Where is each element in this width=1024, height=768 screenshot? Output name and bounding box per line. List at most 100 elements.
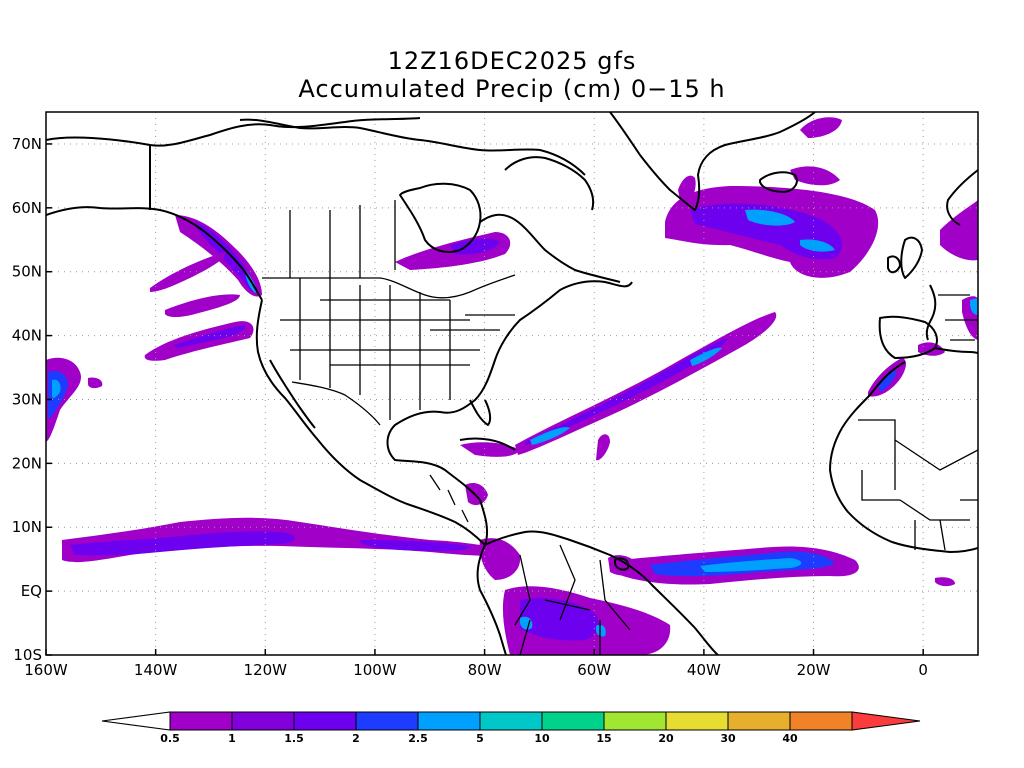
- colorbar-label: 30: [720, 732, 736, 745]
- central-america-borders: [429, 474, 469, 523]
- colorbar-label: 20: [658, 732, 674, 745]
- coast-scandinavia: [946, 169, 978, 226]
- colorbar-label: 1: [228, 732, 236, 745]
- map-subtitle: Accumulated Precip (cm) 0−15 h: [298, 75, 726, 103]
- state-lines: [280, 278, 515, 420]
- precip-quebec-core: [450, 238, 500, 255]
- colorbar-label: 40: [782, 732, 798, 745]
- colorbar-swatch: [355, 711, 419, 731]
- precip-arctic-north2: [790, 166, 840, 186]
- coast-africa-west: [829, 361, 978, 553]
- lon-tick-label: 120W: [244, 661, 288, 679]
- lat-tick-label: 60N: [12, 199, 42, 217]
- colorbar-label: 2.5: [408, 732, 428, 745]
- coast-alaska: [46, 117, 421, 147]
- precip-central-america: [465, 483, 488, 506]
- lon-tick-label: 0: [918, 661, 928, 679]
- coast-baja: [269, 359, 316, 429]
- coast-florida: [469, 399, 492, 426]
- colorbar-label: 10: [534, 732, 550, 745]
- lat-tick-label: EQ: [21, 582, 42, 600]
- precip-amazon-heavy2: [596, 624, 606, 637]
- colorbar: 0.5 1 1.5 2 2.5 5 10 15 20 30 40: [101, 711, 921, 745]
- colorbar-swatch: [417, 711, 481, 731]
- lon-tick-label: 160W: [24, 661, 68, 679]
- plot-frame: [45, 111, 979, 656]
- lat-tick-label: 40N: [12, 327, 42, 345]
- colorbar-swatch: [169, 711, 233, 731]
- coast-cuba: [459, 437, 516, 451]
- precip-atlantic-spot: [596, 434, 610, 461]
- coast-uk: [900, 236, 923, 279]
- us-mexico-border: [291, 381, 381, 426]
- precip-itcz-pacific-core: [70, 531, 295, 556]
- precip-alaska-coast-core: [195, 222, 254, 292]
- longitude-axis: 160W 140W 120W 100W 80W 60W 40W 20W 0: [24, 649, 928, 679]
- precip-atlantic-band-heavy2: [690, 347, 722, 366]
- canada-provinces: [289, 200, 396, 278]
- colorbar-swatch: [541, 711, 605, 731]
- colorbar-swatch: [727, 711, 791, 731]
- precip-morocco-core: [878, 370, 897, 392]
- precip-itcz-atlantic-heavy: [700, 558, 802, 572]
- coast-south-america-north: [484, 530, 719, 655]
- coast-iceland: [759, 171, 798, 193]
- coast-south-america-west: [476, 544, 507, 655]
- lon-tick-label: 100W: [353, 661, 397, 679]
- precip-colombia: [479, 538, 521, 580]
- coastlines: [46, 112, 978, 655]
- lat-tick-label: 30N: [12, 390, 42, 408]
- south-america-borders: [514, 544, 631, 655]
- colorbar-swatch: [789, 711, 853, 731]
- colorbar-swatch: [293, 711, 357, 731]
- coast-gulf: [386, 280, 633, 546]
- coast-us-west: [255, 299, 486, 546]
- lat-tick-label: 70N: [12, 135, 42, 153]
- africa-borders: [858, 419, 978, 551]
- precip-italy-core: [970, 298, 978, 315]
- precip-arctic-north: [800, 117, 842, 138]
- lat-tick-label: 50N: [12, 263, 42, 281]
- us-canada-border: [262, 274, 516, 299]
- precip-north-atlantic-heavy2: [800, 239, 835, 252]
- colorbar-label: 15: [596, 732, 611, 745]
- colorbar-swatch: [603, 711, 667, 731]
- precip-pacific-band2: [165, 294, 240, 317]
- precip-amazon-core: [520, 598, 600, 641]
- map-title: 12Z16DEC2025 gfs: [387, 47, 637, 75]
- colorbar-label: 5: [476, 732, 484, 745]
- lon-tick-label: 80W: [468, 661, 502, 679]
- precip-atlantic-east-spot: [935, 577, 955, 587]
- lon-tick-label: 20W: [797, 661, 831, 679]
- precip-north-atlantic-heavy: [745, 209, 795, 226]
- lon-tick-label: 40W: [687, 661, 721, 679]
- lon-tick-label: 60W: [577, 661, 611, 679]
- coast-ireland: [887, 255, 901, 274]
- colorbar-over-triangle: [851, 711, 921, 731]
- lon-tick-label: 140W: [134, 661, 178, 679]
- precip-itcz-pacific-core2: [360, 540, 470, 552]
- lat-tick-label: 20N: [12, 454, 42, 472]
- colorbar-swatch: [479, 711, 543, 731]
- precip-caribbean: [460, 442, 520, 457]
- coast-labrador: [479, 213, 621, 283]
- coast-greenland: [609, 112, 816, 211]
- precip-norway: [940, 200, 978, 261]
- colorbar-swatch: [231, 711, 295, 731]
- colorbar-swatch: [665, 711, 729, 731]
- coast-baffin: [504, 156, 595, 211]
- political-borders: [262, 200, 978, 655]
- lat-tick-label: 10S: [13, 646, 42, 664]
- coast-mediterranean: [934, 347, 978, 354]
- precip-field: [46, 117, 978, 655]
- coast-trinidad: [614, 557, 630, 571]
- colorbar-label: 0.5: [160, 732, 180, 745]
- europe-borders: [938, 294, 978, 341]
- coast-iberia: [878, 315, 938, 359]
- colorbar-under-triangle: [101, 711, 171, 731]
- grid: [46, 112, 978, 655]
- precip-pacific-band3-core: [175, 325, 246, 348]
- precip-hawaii-west-heavy: [52, 379, 61, 399]
- latitude-axis: 10S EQ 10N 20N 30N 40N 50N 60N 70N: [12, 135, 52, 664]
